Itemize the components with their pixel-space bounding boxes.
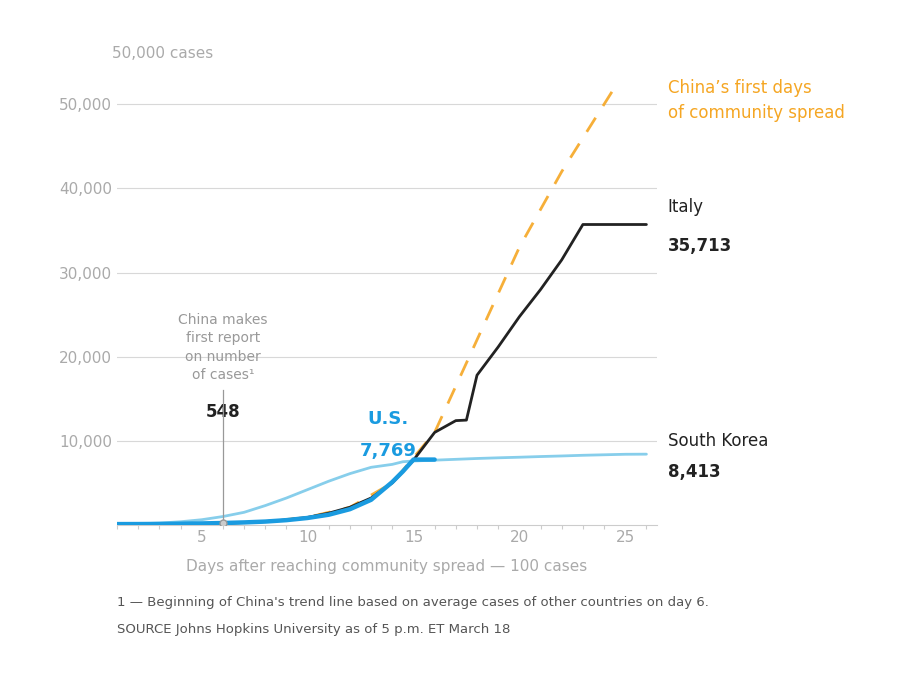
- Text: South Korea: South Korea: [668, 432, 769, 450]
- X-axis label: Days after reaching community spread — 100 cases: Days after reaching community spread — 1…: [186, 559, 588, 573]
- Text: 548: 548: [205, 403, 240, 421]
- Text: China’s first days
of community spread: China’s first days of community spread: [668, 79, 845, 122]
- Text: 50,000 cases: 50,000 cases: [112, 46, 212, 61]
- Text: 8,413: 8,413: [668, 462, 720, 481]
- Text: China makes
first report
on number
of cases¹: China makes first report on number of ca…: [178, 313, 267, 382]
- Text: U.S.: U.S.: [367, 411, 409, 428]
- Text: SOURCE Johns Hopkins University as of 5 p.m. ET March 18: SOURCE Johns Hopkins University as of 5 …: [117, 623, 510, 635]
- Text: 35,713: 35,713: [668, 238, 732, 255]
- Text: 7,769: 7,769: [360, 443, 417, 460]
- Text: Italy: Italy: [668, 198, 704, 216]
- Text: 1 — Beginning of China's trend line based on average cases of other countries on: 1 — Beginning of China's trend line base…: [117, 596, 709, 608]
